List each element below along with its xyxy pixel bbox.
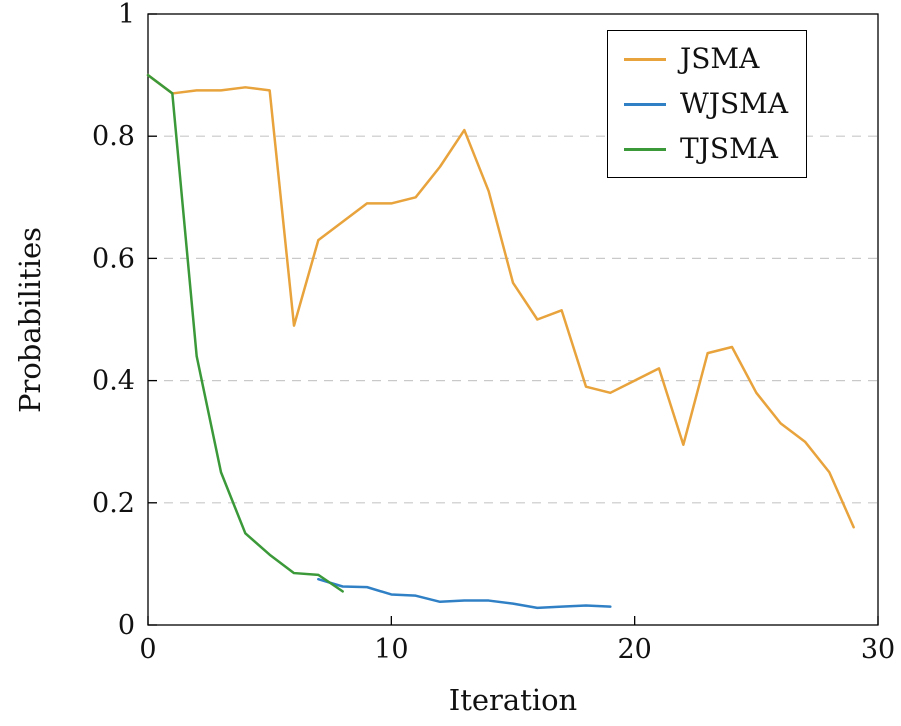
legend-label: TJSMA	[680, 132, 778, 165]
legend-item: TJSMA	[624, 131, 788, 167]
svg-text:0.2: 0.2	[92, 488, 135, 519]
legend-item: JSMA	[624, 41, 788, 77]
legend-swatch	[624, 102, 666, 106]
svg-text:10: 10	[374, 634, 408, 665]
svg-text:1: 1	[118, 0, 135, 30]
y-axis-label: Probabilities	[13, 226, 47, 414]
legend-item: WJSMA	[624, 86, 788, 122]
svg-text:0.4: 0.4	[92, 366, 135, 397]
svg-text:30: 30	[861, 634, 895, 665]
svg-text:0.8: 0.8	[92, 121, 135, 152]
svg-text:0: 0	[118, 610, 135, 641]
legend-label: WJSMA	[680, 87, 789, 120]
legend-swatch	[624, 57, 666, 61]
svg-text:0: 0	[139, 634, 156, 665]
svg-text:0.6: 0.6	[92, 243, 135, 274]
svg-text:20: 20	[617, 634, 651, 665]
legend-swatch	[624, 147, 666, 151]
chart-legend: JSMA WJSMA TJSMA	[607, 30, 808, 178]
legend-label: JSMA	[680, 42, 760, 75]
x-axis-label: Iteration	[448, 683, 578, 717]
